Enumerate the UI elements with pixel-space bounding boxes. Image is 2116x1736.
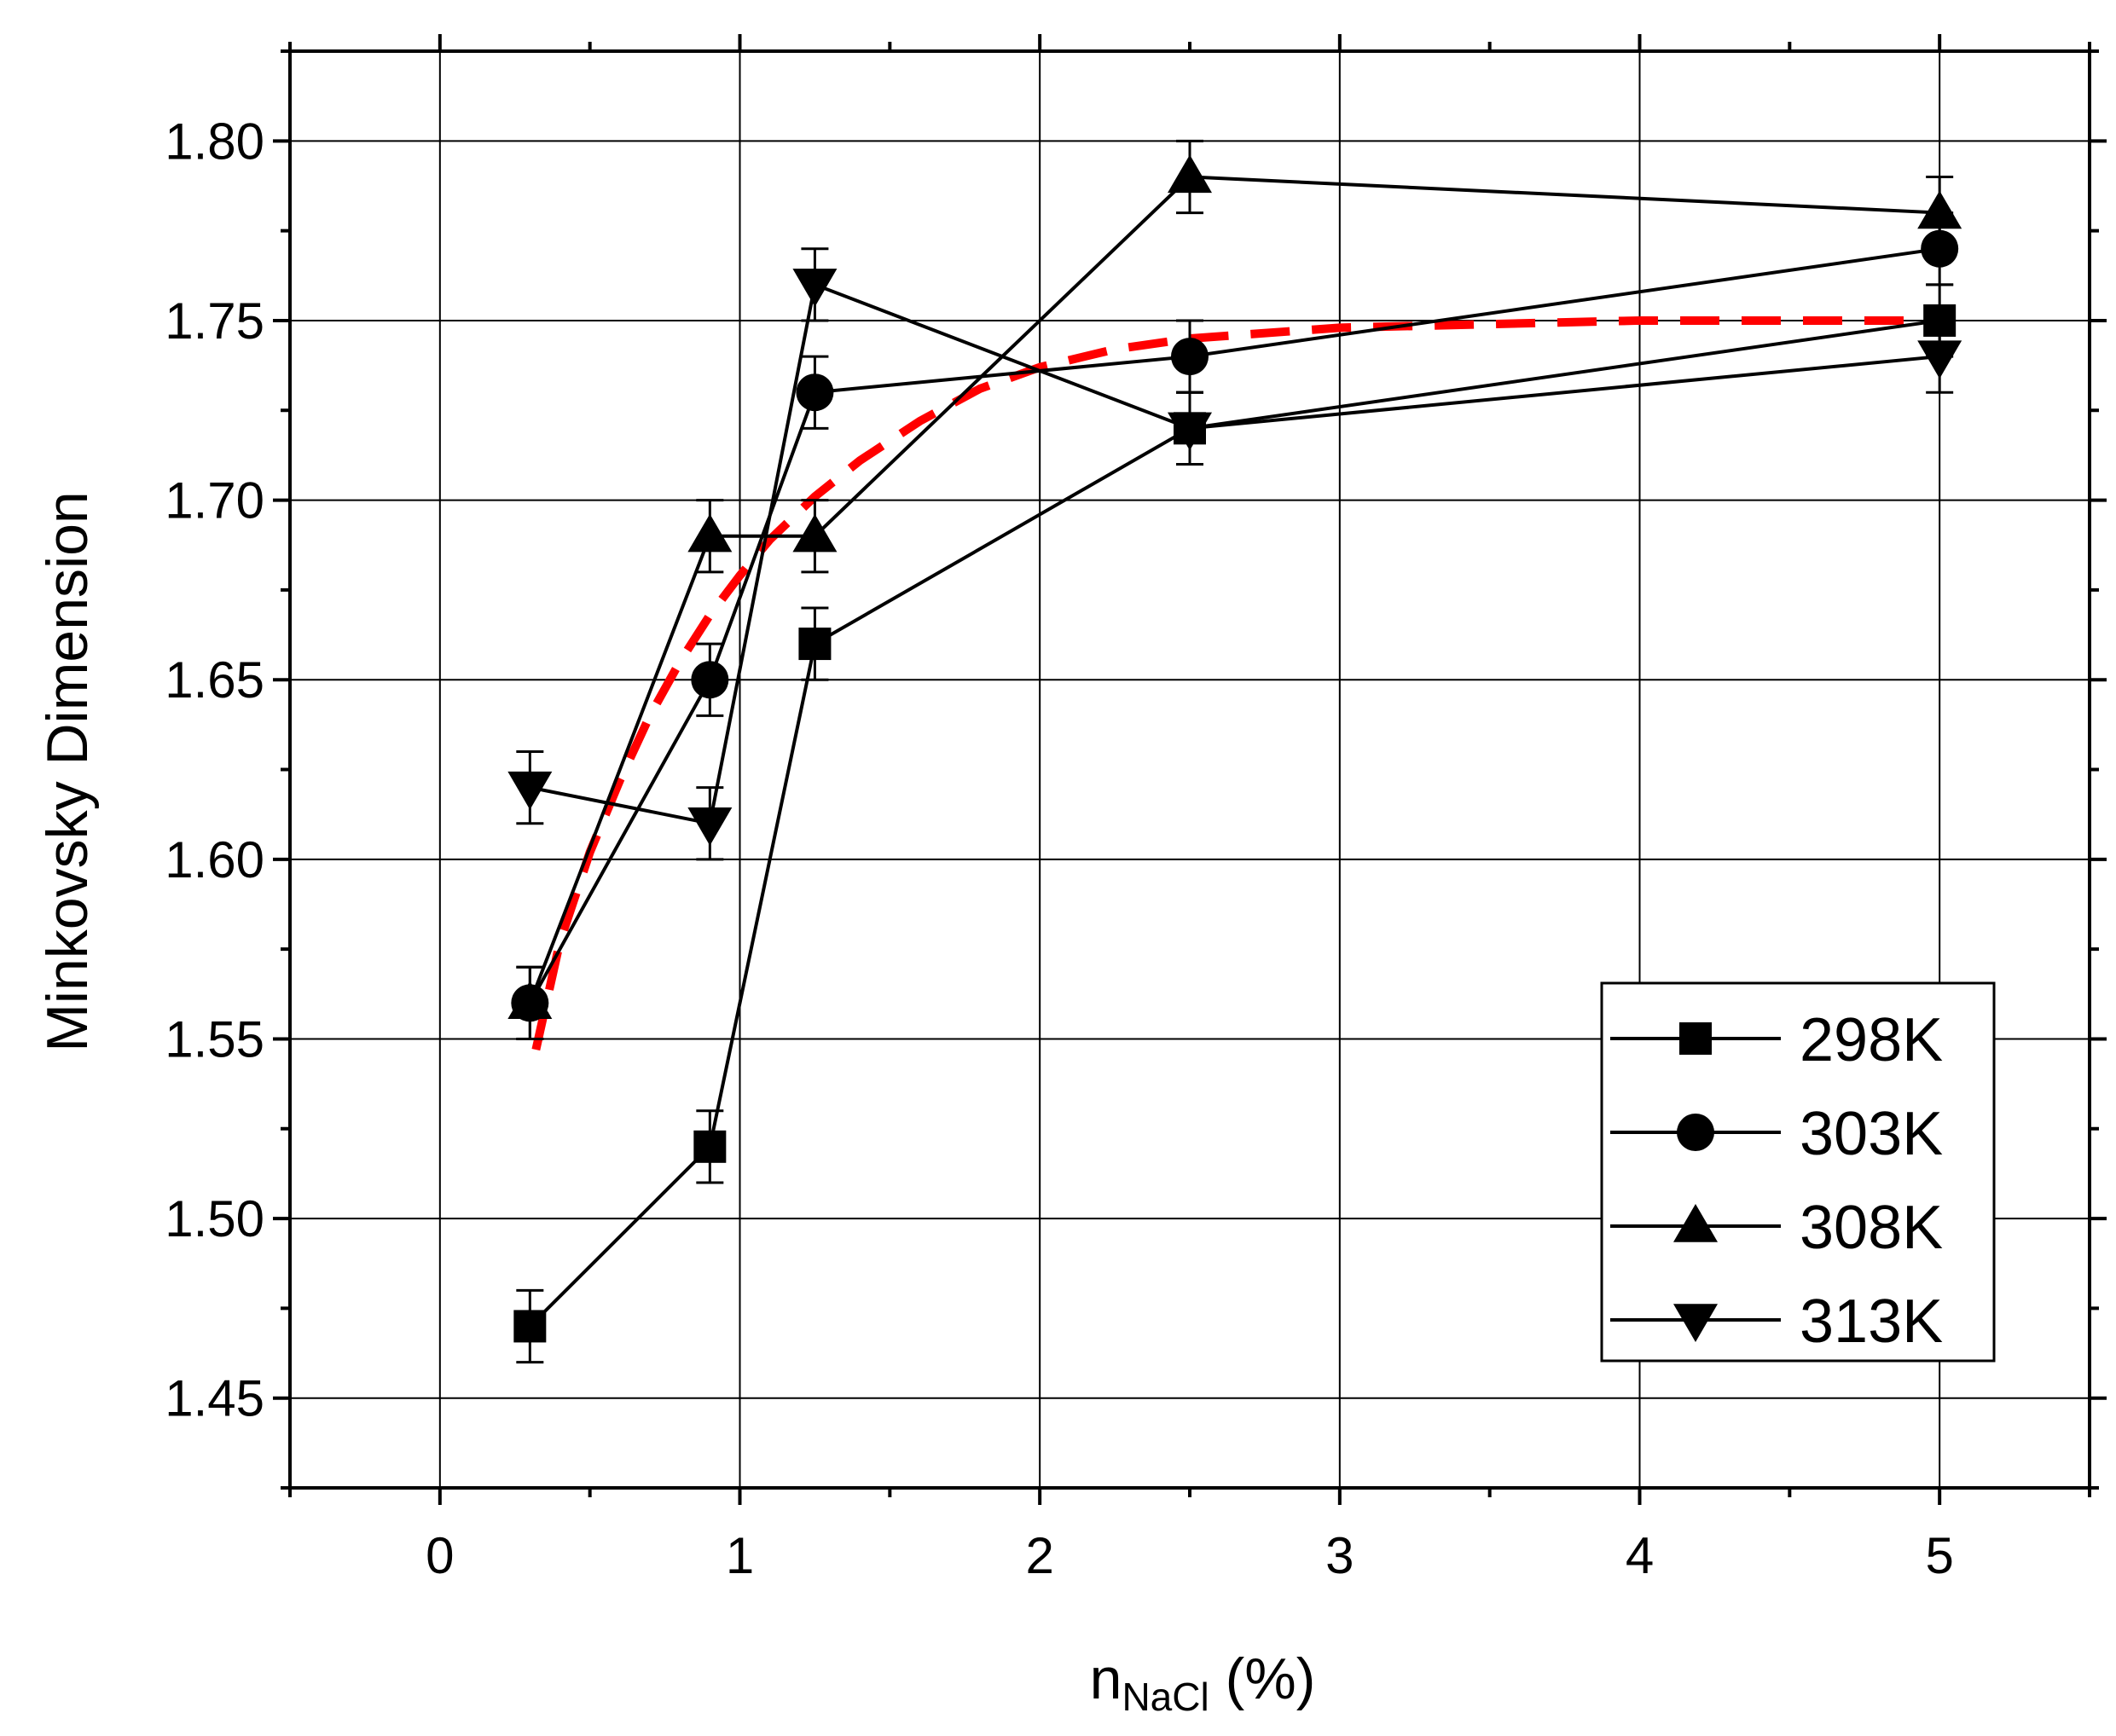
legend-label: 303K [1800,1100,1943,1168]
series-line-313K [529,282,1940,826]
legend-item-303K: 303K [1610,1100,1943,1168]
x-axis-label: nNaCl (%) [1090,1646,1316,1719]
y-tick-label: 1.50 [165,1190,264,1247]
x-axis-label-main: n [1090,1646,1122,1711]
series-313K [507,247,1962,861]
data-point-313K [507,771,553,810]
y-tick-label: 1.55 [165,1010,264,1068]
series-303K [511,211,1959,1040]
y-axis-label: Minkovsky Dimension [35,491,100,1052]
x-tick-label: 4 [1626,1527,1654,1584]
data-point-303K [691,661,729,699]
data-point-298K [693,1130,727,1163]
legend-marker [1673,1204,1718,1242]
fit-curve-dashed-line [531,315,1940,1051]
fit-curve-group [531,315,1940,1051]
data-point-303K [1171,338,1209,376]
x-axis-label-suffix: (%) [1209,1646,1316,1711]
y-tick-label: 1.45 [165,1370,264,1427]
y-tick-label: 1.70 [165,472,264,529]
data-point-308K [792,513,838,553]
x-tick-label: 2 [1025,1527,1053,1584]
data-point-313K [1168,412,1212,451]
data-point-313K [792,269,838,307]
legend-marker [1673,1304,1718,1342]
legend: 298K 303K 308K 313K [1600,981,1996,1363]
data-point-308K [1168,154,1212,194]
data-point-308K [1917,190,1962,229]
y-tick-label: 1.80 [165,113,264,170]
ticks-group: 0 1 2 3 4 5 1.45 1.50 1.55 1.60 1.65 1.70 1.75 1.80 [165,34,2107,1584]
data-point-298K [798,628,832,661]
y-tick-label: 1.60 [165,831,264,888]
x-tick-label: 0 [426,1527,454,1584]
x-tick-label: 5 [1925,1527,1953,1584]
data-point-313K [687,807,733,846]
data-point-303K [796,373,834,412]
x-tick-label: 1 [726,1527,754,1584]
x-axis-label-subscript: NaCl [1122,1675,1209,1719]
legend-marker [1677,1114,1714,1151]
legend-label: 298K [1800,1006,1943,1074]
legend-item-313K: 313K [1610,1288,1943,1356]
legend-label: 313K [1800,1288,1943,1356]
data-point-313K [1917,340,1962,379]
y-tick-label: 1.65 [165,651,264,709]
series-group [507,139,1962,1364]
data-point-308K [507,981,553,1020]
data-point-308K [687,513,733,553]
series-line-303K [528,246,1940,1004]
legend-marker [1679,1022,1712,1055]
legend-item-298K: 298K [1610,1006,1943,1074]
series-308K [507,139,1962,1040]
x-tick-label: 3 [1325,1527,1354,1584]
legend-label: 308K [1800,1194,1943,1262]
data-point-298K [513,1310,547,1343]
y-tick-label: 1.75 [165,292,264,350]
legend-item-308K: 308K [1610,1194,1943,1262]
legend-box [1600,981,1996,1363]
